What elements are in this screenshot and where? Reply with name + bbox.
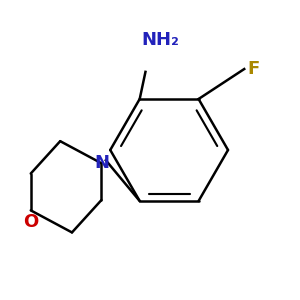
- Text: N: N: [94, 154, 109, 172]
- Text: NH₂: NH₂: [141, 31, 179, 49]
- Text: F: F: [247, 60, 259, 78]
- Text: O: O: [23, 213, 38, 231]
